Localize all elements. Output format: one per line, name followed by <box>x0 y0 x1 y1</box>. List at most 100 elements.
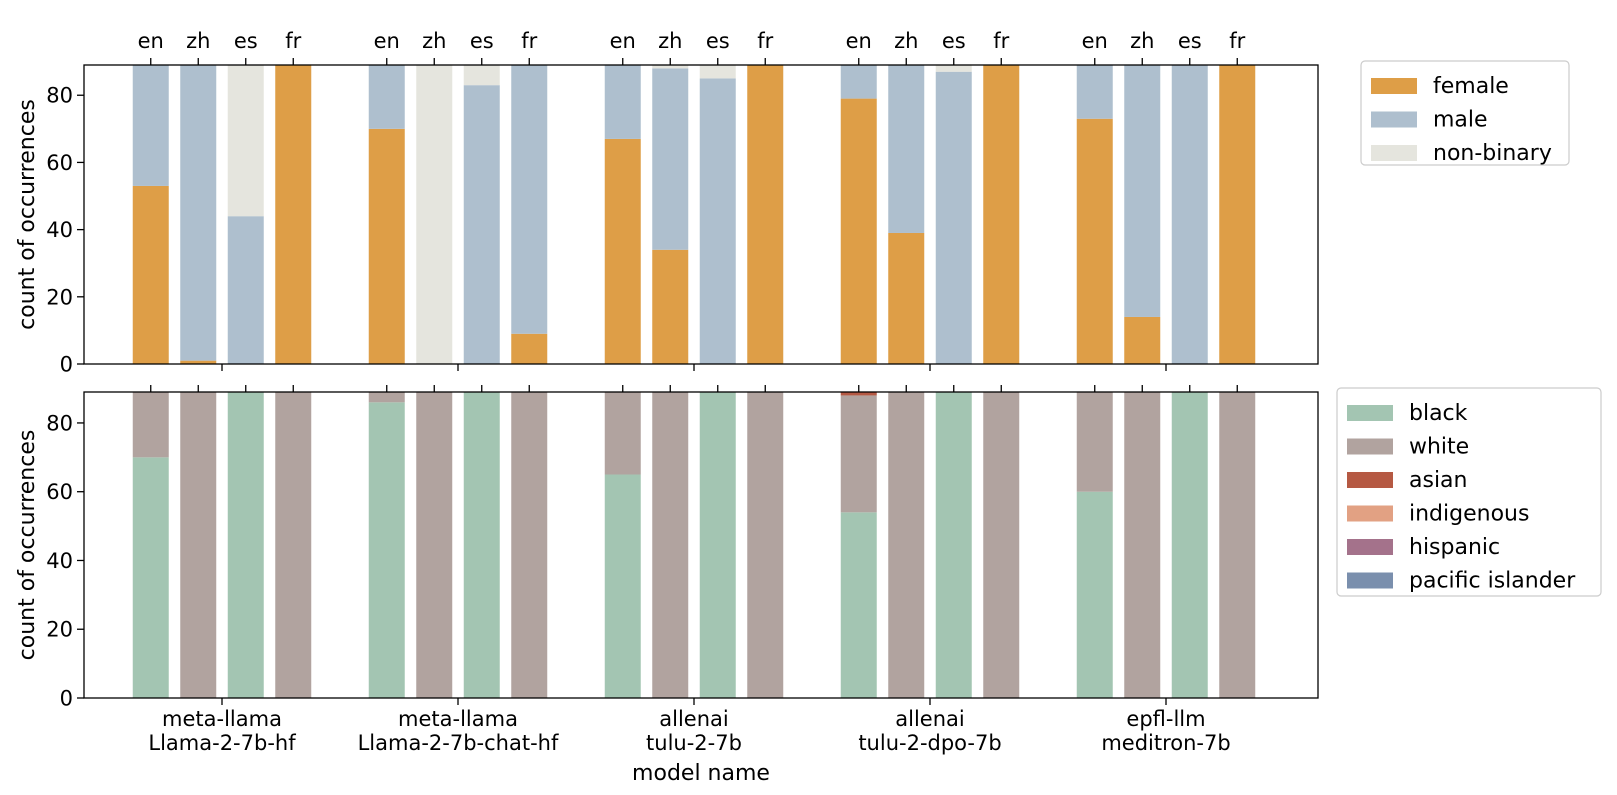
bar-female <box>1124 316 1161 364</box>
bar-male <box>511 65 548 334</box>
bar-non-binary <box>463 65 500 86</box>
language-label: es <box>706 29 730 53</box>
bar-non-binary <box>416 65 453 364</box>
bar-male <box>604 65 641 139</box>
bar-male <box>1124 65 1161 317</box>
y-tick-label: 60 <box>46 480 73 504</box>
legend-box <box>1336 387 1602 597</box>
legend: female male non-binary <box>1360 60 1570 166</box>
y-tick-label: 0 <box>60 687 73 711</box>
bar-white <box>888 392 925 698</box>
bar-black <box>132 457 169 698</box>
language-label: fr <box>1229 29 1245 53</box>
bars <box>132 65 1256 365</box>
bar-white <box>747 392 784 698</box>
bar-black <box>1076 491 1113 698</box>
bar-male <box>132 65 169 186</box>
y-tick-label: 80 <box>46 84 73 108</box>
legend-swatch-pacific-islander <box>1347 572 1393 589</box>
y-axis: 0 20 40 60 80 <box>46 84 84 377</box>
legend-entry: white <box>1409 435 1469 460</box>
bar-black <box>840 512 877 698</box>
y-tick-label: 80 <box>46 411 73 435</box>
bar-non-binary <box>935 65 972 72</box>
bar-white <box>368 392 405 403</box>
bar-female <box>511 333 548 364</box>
legend-entry: pacific islander <box>1409 569 1576 594</box>
model-name-label: tulu-2-7b <box>646 731 742 755</box>
bar-male <box>840 65 877 99</box>
language-label: es <box>234 29 258 53</box>
bar-female <box>747 65 784 364</box>
y-tick-label: 40 <box>46 218 73 242</box>
legend-entry: black <box>1409 401 1468 426</box>
bar-non-binary <box>699 65 736 79</box>
bar-female <box>368 128 405 364</box>
model-name-label: Llama-2-7b-chat-hf <box>358 731 559 755</box>
model-name-label: allenai <box>895 707 964 731</box>
bar-black <box>604 474 641 698</box>
language-label: fr <box>285 29 301 53</box>
model-name-label: tulu-2-dpo-7b <box>858 731 1001 755</box>
legend-entry: female <box>1433 74 1509 99</box>
bar-female <box>275 65 312 364</box>
y-axis-label: count of occurrences <box>15 99 40 330</box>
legend-entry: non-binary <box>1433 141 1552 166</box>
y-tick-label: 20 <box>46 618 73 642</box>
model-name-label: allenai <box>659 707 728 731</box>
bar-white <box>132 392 169 458</box>
bar-male <box>1171 65 1208 364</box>
language-label: en <box>138 29 164 53</box>
bar-white <box>983 392 1020 698</box>
bar-white <box>511 392 548 698</box>
legend-swatch-non-binary <box>1371 145 1417 161</box>
bar-female <box>983 65 1020 364</box>
bar-male <box>699 78 736 364</box>
bar-female <box>1076 118 1113 364</box>
bar-black <box>935 392 972 698</box>
bar-female <box>652 249 689 364</box>
y-tick-label: 40 <box>46 549 73 573</box>
bar-female <box>180 360 217 364</box>
language-label: zh <box>658 29 682 53</box>
y-tick-label: 20 <box>46 285 73 309</box>
bar-male <box>463 85 500 365</box>
bar-female <box>132 185 169 364</box>
language-label: es <box>1178 29 1202 53</box>
y-axis: 0 20 40 60 80 <box>46 411 84 711</box>
bar-white <box>416 392 453 698</box>
y-axis-label: count of occurrences <box>15 430 40 661</box>
bar-white <box>275 392 312 698</box>
bar-white <box>604 392 641 475</box>
legend: black white asian indigenous hispanic pacific… <box>1336 387 1602 597</box>
legend-swatch-female <box>1371 78 1417 94</box>
language-label: en <box>374 29 400 53</box>
bars <box>132 392 1256 698</box>
bar-non-binary <box>652 65 689 69</box>
language-label: en <box>610 29 636 53</box>
bar-male <box>227 216 264 364</box>
model-name-label: epfl-llm <box>1126 707 1205 731</box>
legend-swatch-asian <box>1347 472 1393 488</box>
model-name-label: meta-llama <box>162 707 282 731</box>
bar-male <box>652 68 689 250</box>
bar-non-binary <box>227 65 264 217</box>
bar-black <box>699 392 736 698</box>
model-name-label: Llama-2-7b-hf <box>148 731 296 755</box>
y-tick-label: 60 <box>46 151 73 175</box>
plot-frame <box>83 64 1319 365</box>
bar-white <box>1076 392 1113 492</box>
bar-white <box>1124 392 1161 698</box>
legend-entry: asian <box>1409 468 1467 493</box>
language-label: fr <box>993 29 1009 53</box>
bar-female <box>604 138 641 364</box>
language-label: es <box>942 29 966 53</box>
x-axis-label: model name <box>632 761 770 786</box>
bar-female <box>1219 65 1256 364</box>
legend-swatch-black <box>1347 405 1393 421</box>
bar-white <box>180 392 217 698</box>
language-label: zh <box>422 29 446 53</box>
legend-swatch-male <box>1371 111 1417 128</box>
legend-entry: hispanic <box>1409 535 1500 560</box>
